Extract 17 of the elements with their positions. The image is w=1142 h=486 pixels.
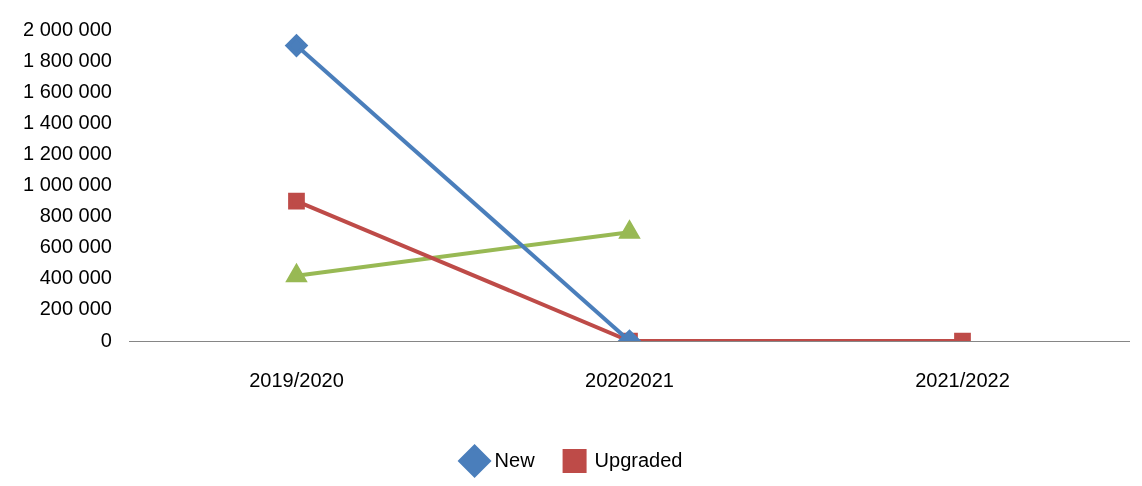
y-tick-label: 0 xyxy=(100,328,112,351)
y-tick-label: 2 000 000 xyxy=(22,17,112,40)
y-tick-label: 800 000 xyxy=(39,204,112,227)
x-tick-label: 2019/2020 xyxy=(249,368,344,391)
y-tick-label: 1 400 000 xyxy=(22,110,112,133)
point xyxy=(285,34,308,57)
y-tick-label: 1 600 000 xyxy=(22,79,112,102)
y-tick-label: 1 000 000 xyxy=(22,173,112,196)
legend-label: Upgraded xyxy=(594,448,683,471)
legend-label: New xyxy=(494,448,536,471)
y-tick-label: 1 200 000 xyxy=(22,141,112,164)
y-tick-label: 1 800 000 xyxy=(22,48,112,71)
x-tick-label: 2021/2022 xyxy=(915,368,1010,391)
y-tick-label: 400 000 xyxy=(39,266,112,289)
y-tick-label: 200 000 xyxy=(39,297,112,320)
x-tick-label: 20202021 xyxy=(585,368,674,391)
y-tick-label: 600 000 xyxy=(39,235,112,258)
